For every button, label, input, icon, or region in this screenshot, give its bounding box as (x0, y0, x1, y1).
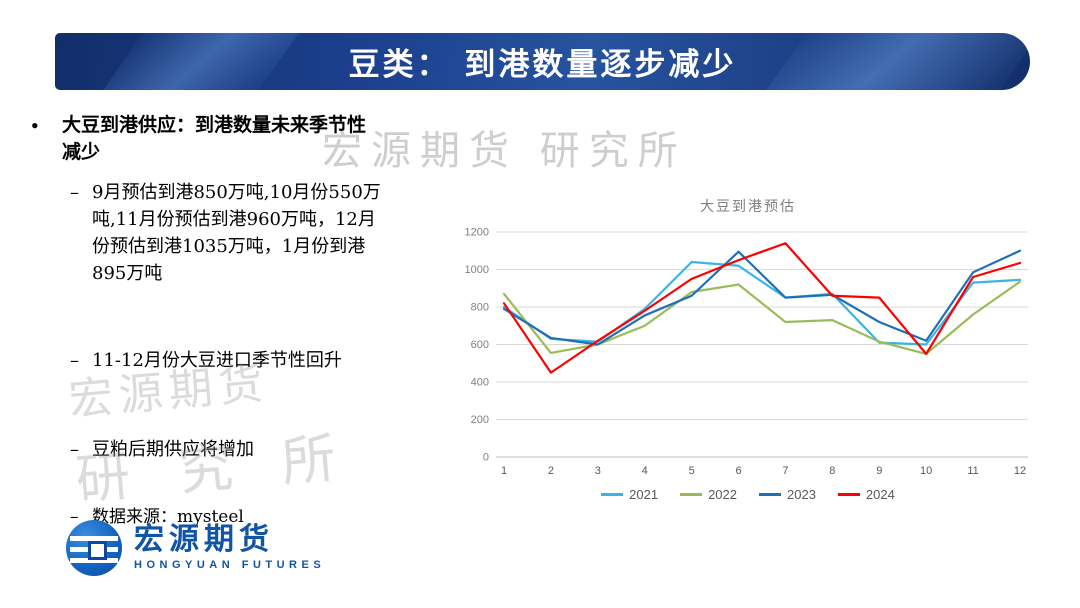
logo-text: 宏源期货 HONGYUAN FUTURES (134, 523, 326, 572)
x-tick-label: 7 (782, 465, 788, 477)
sub-bullet-text: 豆粕后期供应将增加 (92, 439, 254, 461)
dash-marker: – (70, 507, 79, 528)
logo-name: 宏源期货 (134, 523, 274, 556)
sub-bullet-text: 9月预估到港850万吨,10月份550万吨,11月份预估到港960万吨，12月份… (92, 182, 381, 285)
dash-marker: – (70, 350, 79, 372)
y-tick-label: 0 (483, 452, 489, 464)
legend-item-2024: 2024 (837, 487, 895, 502)
x-tick-label: 4 (642, 465, 648, 477)
legend-swatch (759, 493, 781, 496)
x-tick-label: 11 (967, 465, 978, 477)
legend-label: 2021 (629, 487, 659, 502)
chart-title: 大豆到港预估 (700, 199, 796, 215)
dash-marker: – (70, 439, 79, 461)
y-tick-label: 800 (471, 302, 489, 314)
legend-label: 2023 (787, 487, 816, 502)
x-tick-label: 3 (595, 465, 601, 477)
y-tick-label: 1200 (465, 227, 489, 239)
series-line-2024 (502, 242, 1022, 374)
sub-bullet-supply: – 豆粕后期供应将增加 (70, 436, 382, 463)
chart-legend: 2021 2022 2023 2024 (448, 487, 1048, 502)
main-bullet-text: 大豆到港供应：到港数量未来季节性减少 (62, 114, 367, 163)
legend-label: 2022 (708, 487, 737, 502)
legend-item-2021: 2021 (601, 487, 658, 502)
data-source-text: 数据来源：mysteel (92, 507, 244, 528)
series-line-2021 (502, 260, 1022, 346)
legend-item-2023: 2023 (759, 487, 816, 502)
x-tick-label: 8 (829, 465, 835, 477)
sub-bullet-source: – 数据来源：mysteel (70, 505, 382, 531)
bullet-marker: • (30, 117, 40, 135)
bullet-column: • 大豆到港供应：到港数量未来季节性减少 – 9月预估到港850万吨,10月份5… (30, 112, 382, 531)
company-logo: 宏源期货 HONGYUAN FUTURES (66, 520, 325, 576)
x-tick-label: 10 (920, 465, 932, 477)
dash-marker: – (70, 182, 79, 204)
x-tick-label: 6 (735, 465, 741, 477)
legend-item-2022: 2022 (680, 487, 737, 502)
legend-swatch (680, 493, 703, 496)
arrival-chart: 大豆到港预估 0 200 400 600 800 1000 1200 1 2 3 4 5 6 7 8 9 10 1… (448, 196, 1048, 502)
sub-bullet-arrivals: – 9月预估到港850万吨,10月份550万吨,11月份预估到港960万吨，12… (70, 179, 382, 287)
x-tick-label: 9 (876, 465, 882, 477)
y-tick-label: 400 (471, 377, 489, 389)
x-tick-label: 1 (501, 465, 507, 477)
y-tick-label: 200 (471, 414, 489, 426)
hongyuan-globe-icon (66, 520, 122, 576)
title-banner: 豆类： 到港数量逐步减少 (55, 33, 1030, 90)
x-tick-label: 5 (689, 465, 695, 477)
logo-subtitle: HONGYUAN FUTURES (134, 559, 326, 571)
sub-bullet-list: – 9月预估到港850万吨,10月份550万吨,11月份预估到港960万吨，12… (70, 179, 382, 531)
main-bullet: • 大豆到港供应：到港数量未来季节性减少 (30, 112, 382, 165)
x-tick-label: 2 (548, 465, 554, 477)
sub-bullet-seasonal: – 11-12月份大豆进口季节性回升 (70, 347, 382, 374)
series-line-2023 (502, 249, 1022, 346)
legend-label: 2024 (865, 487, 895, 502)
y-tick-label: 600 (471, 339, 489, 351)
legend-swatch (837, 493, 860, 496)
sub-bullet-text: 11-12月份大豆进口季节性回升 (92, 350, 342, 372)
legend-swatch (601, 493, 624, 496)
x-tick-label: 12 (1014, 465, 1026, 477)
slide-title: 豆类： 到港数量逐步减少 (348, 47, 737, 83)
y-tick-label: 1000 (465, 264, 489, 276)
